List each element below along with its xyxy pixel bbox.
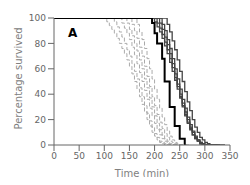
- svg-text:100: 100: [96, 151, 113, 161]
- svg-text:300: 300: [196, 151, 213, 161]
- svg-text:80: 80: [35, 39, 47, 49]
- html-text:A: A: [68, 25, 78, 40]
- svg-text:0: 0: [51, 151, 57, 161]
- svg-text:0: 0: [40, 140, 46, 150]
- svg-text:50: 50: [73, 151, 85, 161]
- svg-text:40: 40: [35, 89, 47, 99]
- svg-text:150: 150: [121, 151, 138, 161]
- svg-text:20: 20: [35, 115, 47, 125]
- svg-text:250: 250: [171, 151, 188, 161]
- svg-text:200: 200: [146, 151, 163, 161]
- svg-text:Percentage survived: Percentage survived: [13, 27, 24, 129]
- svg-text:Time (min): Time (min): [114, 168, 169, 177]
- svg-text:100: 100: [29, 13, 46, 23]
- svg-text:60: 60: [35, 64, 47, 74]
- svg-text:350: 350: [221, 151, 238, 161]
